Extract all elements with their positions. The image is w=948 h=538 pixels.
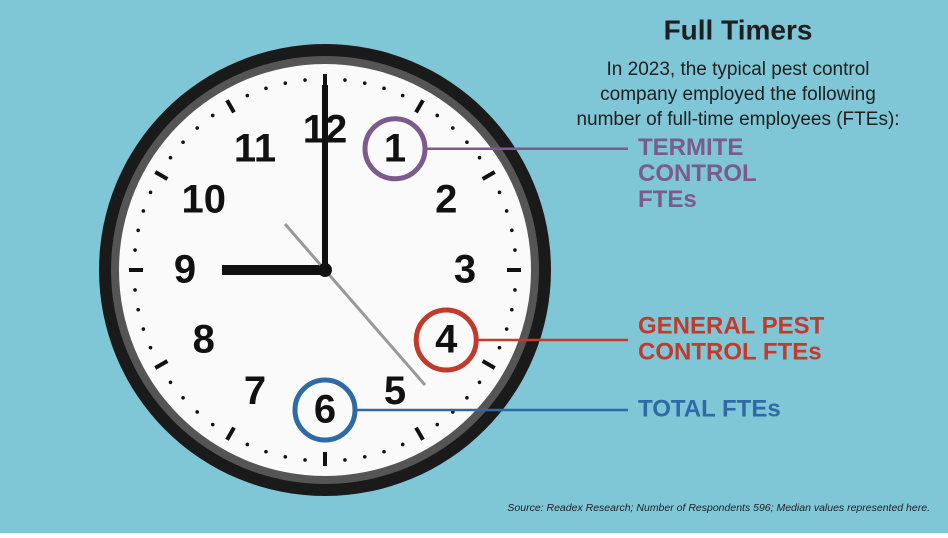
minute-dot [382,86,386,91]
minute-dot [382,449,386,454]
minute-dot [400,93,405,98]
minute-dot [141,209,146,213]
minute-dot [264,86,268,91]
hour-tick [414,426,425,441]
minute-dot [141,327,146,331]
minute-dot [465,140,469,144]
hour-tick [154,170,169,181]
minute-dot [133,248,137,252]
minute-dot [168,380,173,385]
minute-dot [148,190,153,195]
clock-numeral: 10 [182,178,227,222]
minute-dot [513,288,517,292]
minute-dot [504,209,509,213]
second-hand [283,223,427,386]
minute-dot [465,396,469,400]
minute-dot [362,455,367,459]
minute-dot [136,228,140,233]
minute-dot [343,458,347,462]
minute-dot [136,307,140,312]
subtitle-line: number of full-time employees (FTEs): [576,109,899,130]
minute-dot [195,126,199,130]
minute-dot [362,81,367,85]
clock-numeral: 1 [384,126,406,170]
clock-numeral: 3 [454,248,476,292]
minute-dot [195,410,199,414]
minute-dot [477,380,482,385]
hour-tick [154,359,169,370]
minute-dot [513,248,517,252]
minute-dot [510,307,514,312]
callout-label: FTEs [638,186,697,213]
subtitle-line: company employed the following [600,84,876,105]
subtitle-line: In 2023, the typical pest control [607,59,870,80]
minute-dot [303,78,307,82]
clock-numeral: 4 [435,318,458,362]
minute-dot [264,449,268,454]
minute-dot [133,288,137,292]
minute-dot [210,422,215,427]
minute-dot [245,442,250,447]
minute-dot [435,113,440,118]
callout-label: CONTROL FTEs [638,338,822,365]
clock-numeral: 7 [244,369,266,413]
clock-numeral: 8 [193,318,215,362]
callout-label: TOTAL FTEs [638,395,781,422]
callout-label: CONTROL [638,160,757,187]
minute-dot [435,422,440,427]
minute-dot [343,78,347,82]
hand-pivot [318,263,332,277]
minute-dot [210,113,215,118]
hour-tick [414,99,425,114]
minute-dot [303,458,307,462]
minute-dot [504,327,509,331]
minute-dot [168,155,173,160]
hour-tick [481,359,496,370]
minute-dot [497,190,502,195]
hour-tick [481,170,496,181]
minute-dot [148,345,153,350]
minute-dot [400,442,405,447]
minute-dot [181,396,185,400]
title: Full Timers [664,14,813,45]
clock-numeral: 2 [435,178,457,222]
clock-numeral: 9 [174,248,196,292]
minute-dot [477,155,482,160]
minute-dot [181,140,185,144]
minute-dot [510,228,514,233]
minute-dot [283,81,288,85]
callout-label: TERMITE [638,134,743,161]
minute-dot [283,455,288,459]
clock-numeral: 6 [314,388,336,432]
minute-dot [451,126,455,130]
clock-numeral: 5 [384,369,406,413]
clock-numeral: 11 [234,126,276,170]
callout-label: GENERAL PEST [638,312,825,339]
minute-dot [245,93,250,98]
minute-dot [497,345,502,350]
hour-tick [225,426,236,441]
source: Source: Readex Research; Number of Respo… [507,502,930,514]
hour-tick [225,99,236,114]
